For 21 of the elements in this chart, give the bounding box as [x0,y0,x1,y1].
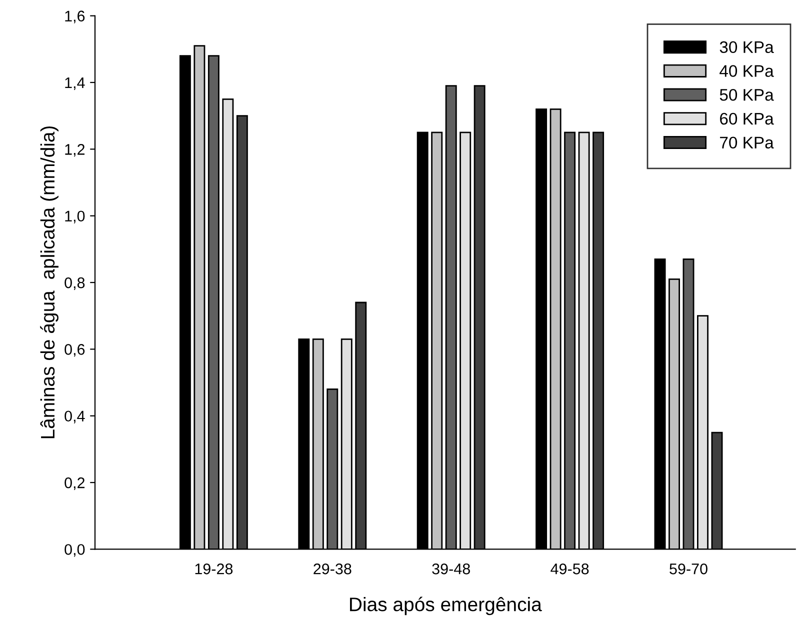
x-tick-label: 59-70 [670,564,708,574]
legend-label: 70 KPa [720,136,774,149]
y-tick-label: 0,8 [64,277,85,290]
x-tick-label: 39-48 [432,564,470,574]
y-tick-label: 0,0 [64,544,85,557]
y-tick-label: 1,6 [65,10,85,24]
y-tick-label: 1,4 [65,78,85,90]
legend-label: 30 KPa [720,41,774,54]
x-tick-label: 29-38 [314,564,352,574]
legend-label: 50 KPa [720,88,774,101]
legend-label: 60 KPa [720,112,774,125]
y-axis-title: Lâminas de água aplicada (mm/dia) [40,126,58,438]
y-tick-label: 0,4 [64,410,85,424]
y-tick-label: 0,6 [64,344,85,357]
legend-label: 40 KPa [720,65,774,77]
y-tick-label: 1,2 [65,144,85,157]
y-tick-label: 0,2 [64,477,85,490]
x-axis-title: Dias após emergência [350,596,542,616]
y-tick-label: 1,0 [65,210,85,224]
x-tick-label: 19-28 [195,564,233,574]
x-tick-label: 49-58 [550,564,589,574]
